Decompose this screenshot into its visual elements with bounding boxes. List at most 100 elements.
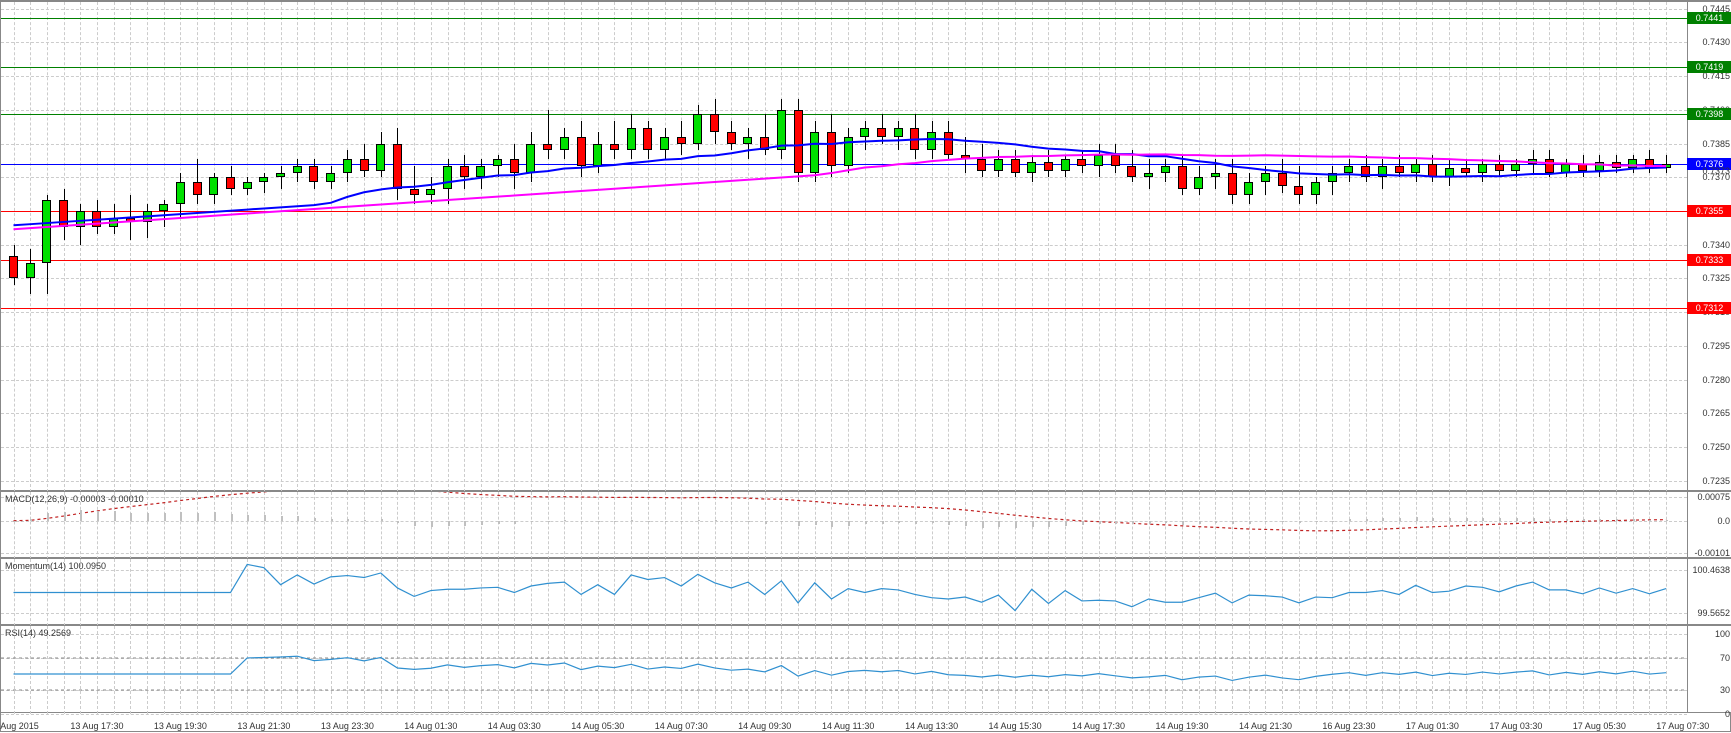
candle-body[interactable] (1645, 159, 1654, 168)
candle-body[interactable] (777, 110, 786, 150)
candle-body[interactable] (259, 177, 268, 181)
candle-body[interactable] (1111, 155, 1120, 166)
price-panel[interactable]: 0.72350.72500.72650.72800.72950.73100.73… (1, 1, 1731, 491)
candle-body[interactable] (844, 137, 853, 166)
candle-body[interactable] (1061, 159, 1070, 170)
candle-body[interactable] (1261, 173, 1270, 182)
candle-body[interactable] (343, 159, 352, 172)
rsi-panel[interactable]: 10070300RSI(14) 49.2569 (1, 625, 1731, 713)
candle-body[interactable] (760, 137, 769, 150)
candle-body[interactable] (59, 200, 68, 227)
candle-body[interactable] (593, 144, 602, 166)
candle-body[interactable] (961, 155, 970, 159)
candle-body[interactable] (1612, 162, 1621, 169)
candle-body[interactable] (1662, 164, 1671, 168)
candle-body[interactable] (243, 182, 252, 189)
candle-body[interactable] (894, 128, 903, 137)
candle-body[interactable] (1395, 166, 1404, 173)
candle-body[interactable] (1311, 182, 1320, 195)
candle-body[interactable] (743, 137, 752, 144)
candle-body[interactable] (1428, 164, 1437, 177)
candle-body[interactable] (710, 114, 719, 132)
candle-body[interactable] (1595, 162, 1604, 171)
candle-body[interactable] (276, 173, 285, 177)
candle-body[interactable] (360, 159, 369, 170)
candle-body[interactable] (1328, 173, 1337, 182)
candle-body[interactable] (26, 263, 35, 279)
candle-body[interactable] (727, 132, 736, 143)
candle-body[interactable] (1077, 159, 1086, 166)
candle-body[interactable] (76, 211, 85, 227)
candle-body[interactable] (827, 132, 836, 166)
candle-body[interactable] (376, 144, 385, 171)
candle-body[interactable] (209, 177, 218, 195)
candle-body[interactable] (1194, 177, 1203, 188)
candle-body[interactable] (560, 137, 569, 150)
candle-body[interactable] (493, 159, 502, 166)
candle-body[interactable] (977, 159, 986, 170)
candle-body[interactable] (660, 137, 669, 150)
candle-body[interactable] (1161, 166, 1170, 173)
candle-body[interactable] (1528, 159, 1537, 163)
candle-body[interactable] (126, 218, 135, 222)
candle-body[interactable] (9, 256, 18, 278)
candle-body[interactable] (309, 166, 318, 182)
candle-body[interactable] (1511, 164, 1520, 171)
momentum-panel[interactable]: 100.463899.5652Momentum(14) 100.0950 (1, 558, 1731, 625)
candle-body[interactable] (92, 211, 101, 227)
candle-body[interactable] (877, 128, 886, 137)
candle-body[interactable] (1094, 155, 1103, 166)
candle-body[interactable] (944, 132, 953, 154)
candle-body[interactable] (810, 132, 819, 172)
candle-body[interactable] (109, 218, 118, 227)
candle-body[interactable] (143, 211, 152, 222)
candle-body[interactable] (1211, 173, 1220, 177)
candle-body[interactable] (927, 132, 936, 150)
candle-body[interactable] (1278, 173, 1287, 186)
candle-body[interactable] (426, 189, 435, 196)
candle-body[interactable] (794, 110, 803, 173)
candle-body[interactable] (577, 137, 586, 166)
candle-body[interactable] (1561, 164, 1570, 173)
candle-body[interactable] (643, 128, 652, 150)
candle-body[interactable] (460, 166, 469, 177)
candle-body[interactable] (1361, 166, 1370, 177)
candle-body[interactable] (1628, 159, 1637, 168)
candle-body[interactable] (443, 166, 452, 188)
candle-body[interactable] (1411, 164, 1420, 173)
candle-body[interactable] (1378, 166, 1387, 177)
candle-body[interactable] (326, 173, 335, 182)
candle-body[interactable] (1144, 173, 1153, 177)
candle-body[interactable] (994, 159, 1003, 170)
macd-panel[interactable]: 0.000750.0-0.00101MACD(12,26,9) -0.00003… (1, 491, 1731, 558)
candle-body[interactable] (1545, 159, 1554, 172)
candle-body[interactable] (1244, 182, 1253, 195)
candle-body[interactable] (1228, 173, 1237, 195)
candle-body[interactable] (476, 166, 485, 177)
candle-body[interactable] (610, 144, 619, 151)
candle-body[interactable] (193, 182, 202, 195)
candle-body[interactable] (1578, 164, 1587, 171)
candle-body[interactable] (627, 128, 636, 150)
candle-body[interactable] (910, 128, 919, 150)
candle-body[interactable] (1344, 166, 1353, 173)
candle-body[interactable] (1495, 164, 1504, 171)
candle-body[interactable] (226, 177, 235, 188)
candle-body[interactable] (410, 189, 419, 196)
candle-body[interactable] (677, 137, 686, 144)
candle-body[interactable] (1044, 162, 1053, 171)
candle-body[interactable] (526, 144, 535, 173)
candle-body[interactable] (42, 200, 51, 263)
candle-body[interactable] (693, 114, 702, 143)
candle-body[interactable] (1127, 166, 1136, 177)
candle-body[interactable] (1011, 159, 1020, 172)
candle-body[interactable] (159, 204, 168, 211)
candle-body[interactable] (293, 166, 302, 173)
candle-body[interactable] (176, 182, 185, 204)
candle-body[interactable] (1445, 168, 1454, 177)
candle-body[interactable] (1294, 186, 1303, 195)
candle-body[interactable] (543, 144, 552, 151)
candle-body[interactable] (1461, 168, 1470, 172)
candle-body[interactable] (510, 159, 519, 172)
candle-body[interactable] (1027, 162, 1036, 173)
